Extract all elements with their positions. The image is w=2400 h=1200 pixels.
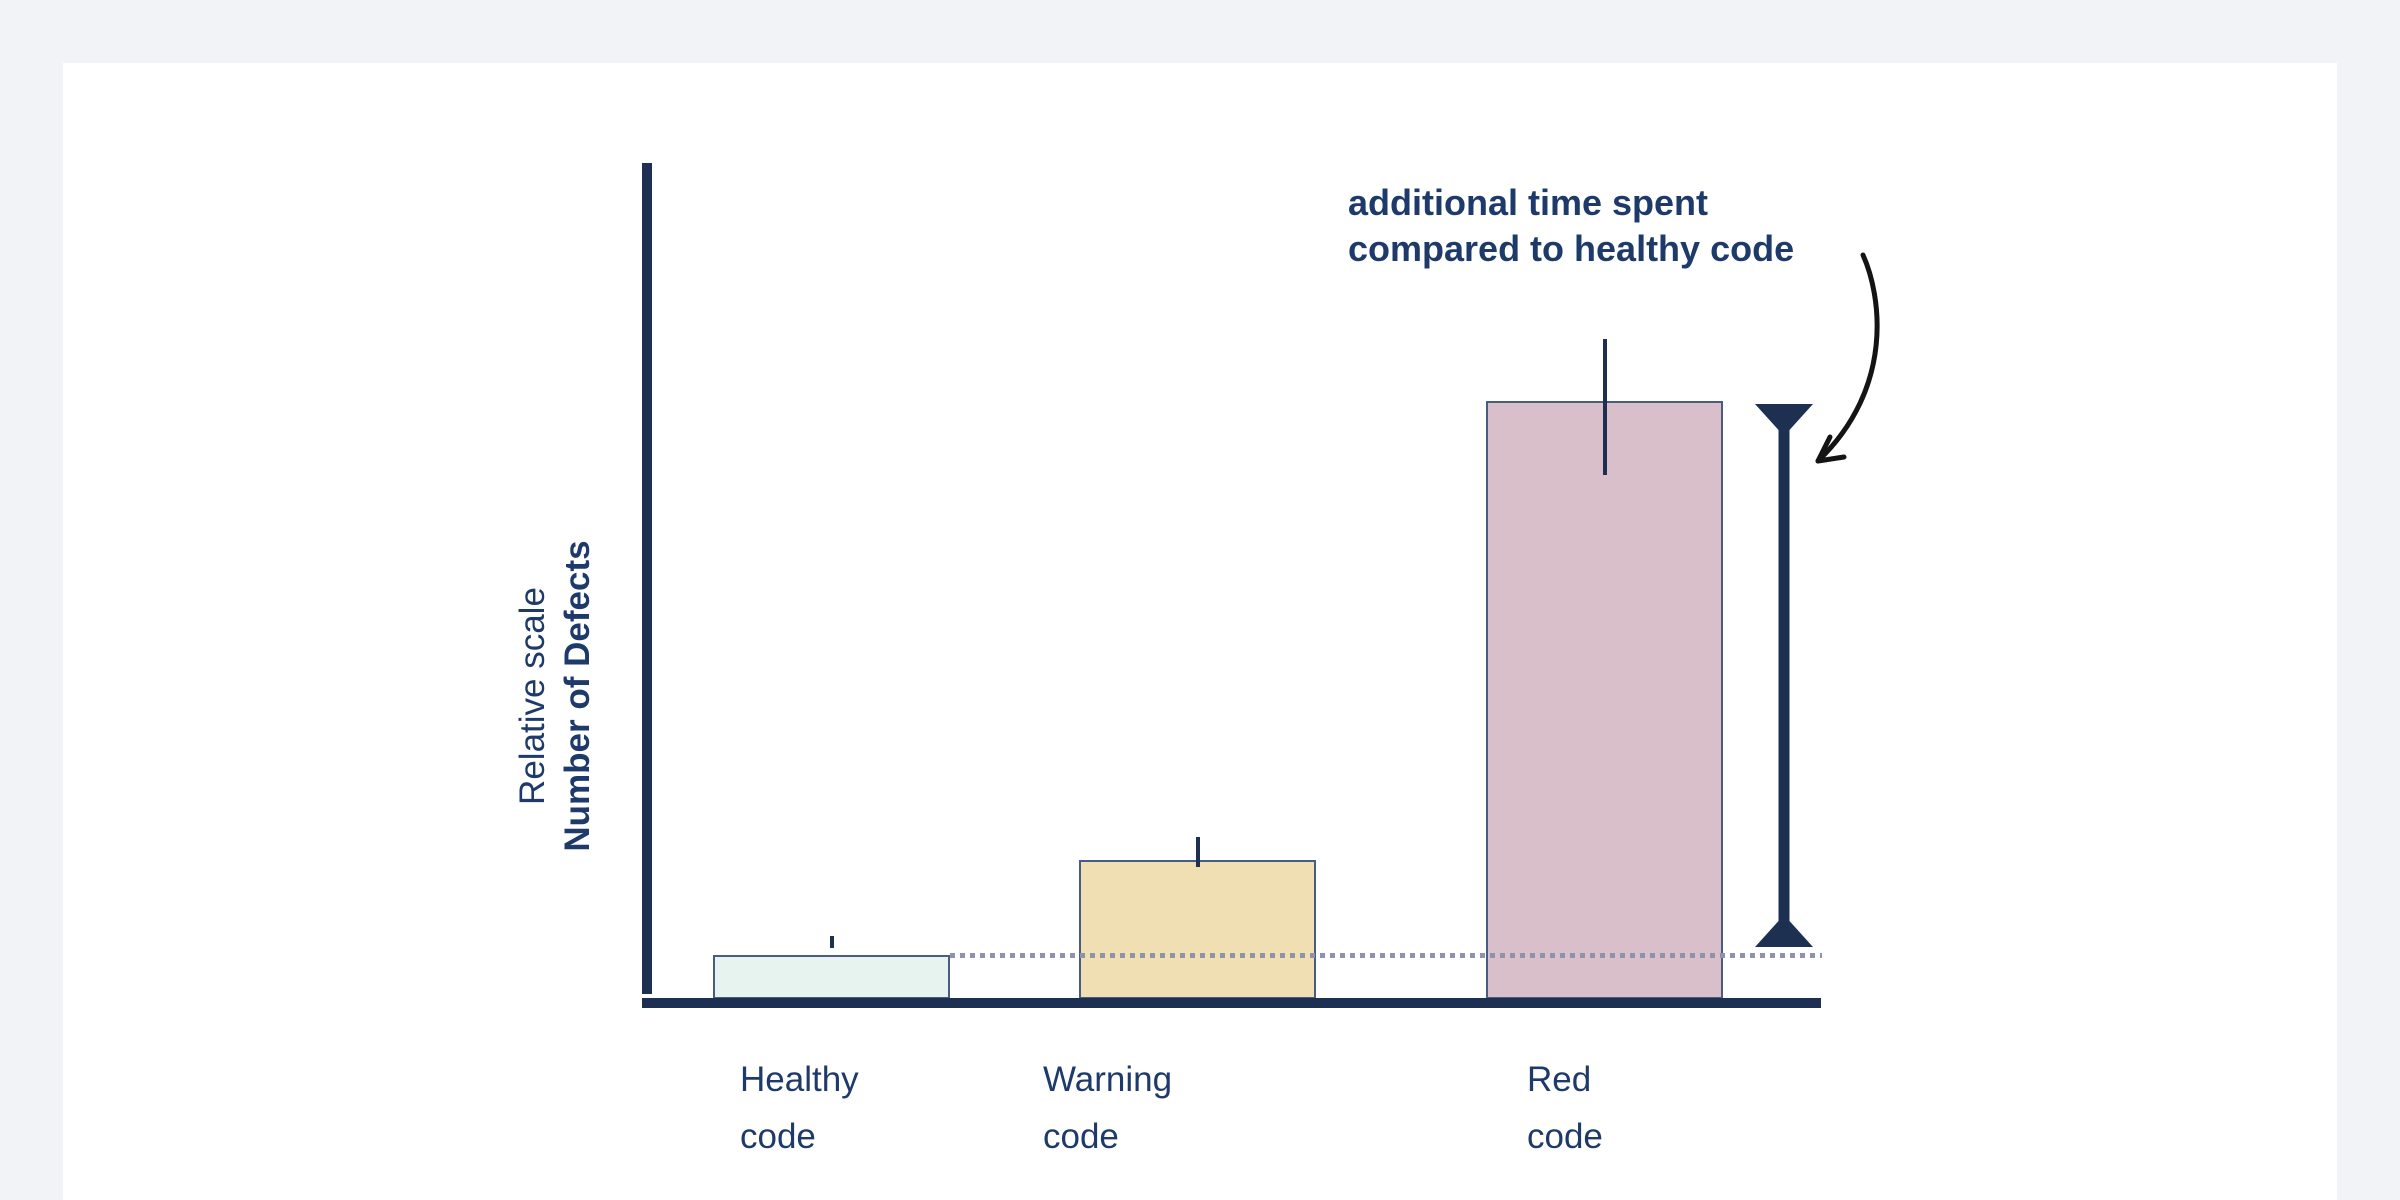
healthy-level-dotted-line [950, 953, 1822, 958]
error-tick-healthy [830, 936, 834, 948]
annotation-line2: compared to healthy code [1348, 228, 1795, 269]
error-tick-red [1603, 339, 1607, 476]
bar-warning-code [1079, 859, 1316, 999]
y-axis-label: Relative scale Number of Defects [510, 491, 600, 901]
x-axis-line [642, 998, 1821, 1008]
y-axis-line [642, 163, 652, 994]
annotation-line1: additional time spent [1348, 182, 1709, 223]
additional-time-bracket [1755, 404, 1813, 952]
bar-red-code [1486, 400, 1723, 999]
y-axis-label-line1: Relative scale [513, 587, 552, 805]
y-axis-label-line2: Number of Defects [558, 540, 597, 852]
error-tick-warning [1196, 837, 1200, 867]
x-axis-label-warning: Warning code [1043, 1060, 1173, 1156]
x-axis-label-red: Red code [1527, 1060, 1603, 1156]
chart-card: Relative scale Number of Defects additio… [63, 63, 2337, 1200]
annotation-text: additional time spent compared to health… [1348, 180, 1794, 272]
bar-healthy-code [713, 955, 950, 999]
x-axis-label-healthy: Healthy code [740, 1060, 859, 1156]
curved-arrow-icon [1795, 247, 1905, 482]
